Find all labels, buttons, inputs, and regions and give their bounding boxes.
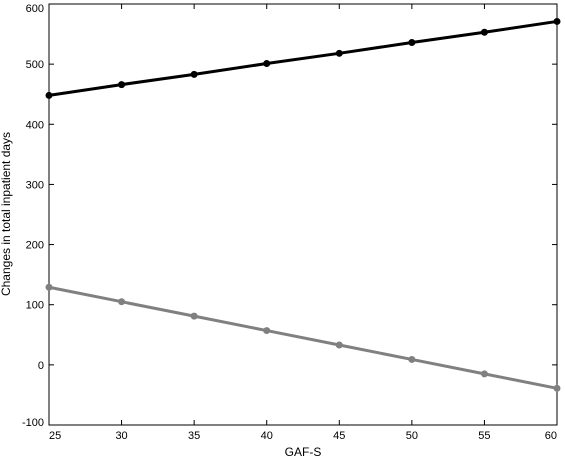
x-tick-label: 55 xyxy=(478,430,490,442)
y-axis-title: Changes in total inpatient days xyxy=(0,132,13,296)
series-2-point xyxy=(263,327,271,335)
series-1-point xyxy=(408,38,416,46)
series-1-point xyxy=(335,49,343,57)
x-axis-title: GAF-S xyxy=(285,445,322,459)
x-tick-label: 60 xyxy=(545,430,557,442)
series-1-point xyxy=(118,81,126,89)
plot-frame xyxy=(48,3,558,426)
series-1-point xyxy=(263,60,271,68)
y-tick-label: 0 xyxy=(38,360,44,372)
x-tick-label: 50 xyxy=(406,430,418,442)
series-layer xyxy=(45,17,561,392)
series-2-point xyxy=(190,312,198,320)
y-tick-label: 200 xyxy=(26,240,44,252)
series-2-point xyxy=(480,370,488,378)
y-tick-label: 600 xyxy=(26,3,44,15)
x-tick-label: 40 xyxy=(261,430,273,442)
series-1-point xyxy=(45,91,53,99)
series-line-1 xyxy=(48,19,558,97)
series-1-point xyxy=(553,17,561,25)
series-2-point xyxy=(408,355,416,363)
series-line-2 xyxy=(48,285,558,390)
x-axis-ticks: 25 30 35 40 45 50 55 60 xyxy=(48,4,558,442)
y-tick-label: 300 xyxy=(26,179,44,191)
y-tick-label: 400 xyxy=(26,119,44,131)
x-tick-label: 30 xyxy=(115,430,127,442)
y-tick-label: 100 xyxy=(26,300,44,312)
y-tick-label: -100 xyxy=(22,417,44,429)
x-tick-label: 45 xyxy=(333,430,345,442)
series-2-point xyxy=(118,298,126,306)
series-1-point xyxy=(480,28,488,36)
y-tick-label: 500 xyxy=(26,59,44,71)
x-tick-label: 35 xyxy=(188,430,200,442)
series-1-point xyxy=(190,70,198,78)
y-axis-ticks: -100 0 100 200 300 400 500 600 xyxy=(22,3,557,429)
series-2-point xyxy=(335,341,343,349)
series-2-point xyxy=(45,283,53,291)
series-2-point xyxy=(553,384,561,392)
x-tick-label: 25 xyxy=(49,430,61,442)
